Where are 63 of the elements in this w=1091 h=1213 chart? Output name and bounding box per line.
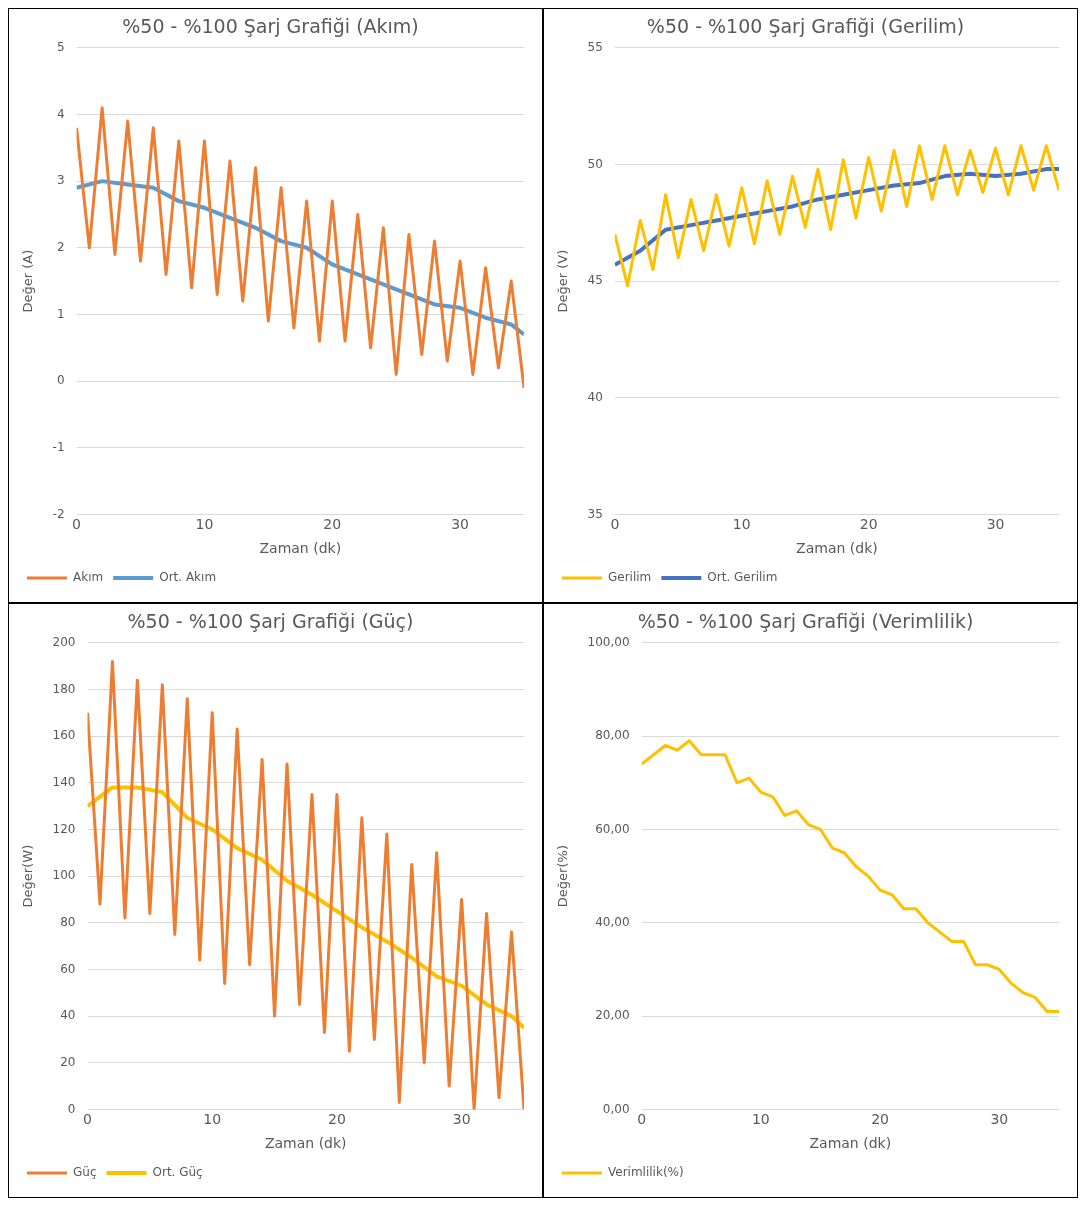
x-tick-label: 30 xyxy=(452,1111,471,1128)
y-tick-label: 1 xyxy=(56,306,65,321)
x-tick-label: 30 xyxy=(451,516,469,533)
x-tick-label: 20 xyxy=(328,1111,346,1128)
y-tick-label: 180 xyxy=(52,681,76,696)
y-tick-label: 50 xyxy=(587,156,603,171)
y-tick-label: 40,00 xyxy=(595,914,630,929)
y-tick-label: 40 xyxy=(587,389,603,404)
y-tick-label: 0,00 xyxy=(602,1101,630,1116)
y-tick-label: 55 xyxy=(587,39,603,54)
x-axis-title: Zaman (dk) xyxy=(796,540,878,557)
y-tick-label: 2 xyxy=(56,239,65,254)
chart-title: %50 - %100 Şarj Grafiği (Akım) xyxy=(122,15,419,38)
y-tick-label: 40 xyxy=(60,1008,76,1023)
x-tick-label: 0 xyxy=(83,1111,92,1128)
y-axis-title: Değer(%) xyxy=(555,845,571,908)
y-tick-label: -1 xyxy=(52,439,65,454)
legend-label: Ort. Gerilim xyxy=(707,570,778,585)
legend-label: Güç xyxy=(73,1165,97,1180)
y-tick-label: 3 xyxy=(56,173,65,188)
legend-label: Verimlilik(%) xyxy=(608,1165,684,1180)
x-tick-label: 10 xyxy=(732,516,751,533)
y-tick-label: 0 xyxy=(67,1101,76,1116)
y-tick-label: 80 xyxy=(60,914,76,929)
y-tick-label: 160 xyxy=(52,728,76,743)
x-tick-label: 10 xyxy=(203,1111,222,1128)
chart-title: %50 - %100 Şarj Grafiği (Güç) xyxy=(127,610,414,633)
y-tick-label: 20 xyxy=(60,1054,76,1069)
y-tick-label: -2 xyxy=(52,506,65,521)
y-tick-label: 100 xyxy=(52,868,76,883)
x-axis-title: Zaman (dk) xyxy=(259,540,342,557)
y-tick-label: 100,00 xyxy=(587,634,630,649)
y-tick-label: 200 xyxy=(52,634,76,649)
legend-label: Gerilim xyxy=(608,570,652,585)
x-tick-label: 10 xyxy=(195,516,214,533)
x-tick-label: 20 xyxy=(859,516,878,533)
x-tick-label: 30 xyxy=(986,516,1005,533)
chart-title: %50 - %100 Şarj Grafiği (Gerilim) xyxy=(646,15,965,38)
x-tick-label: 10 xyxy=(751,1111,770,1128)
y-tick-label: 4 xyxy=(56,106,65,121)
y-tick-label: 35 xyxy=(587,506,603,521)
legend-label: Akım xyxy=(73,570,104,585)
y-tick-label: 0 xyxy=(56,373,65,388)
y-axis-title: Değer(W) xyxy=(20,844,36,908)
x-tick-label: 0 xyxy=(637,1111,647,1128)
y-axis-title: Değer (A) xyxy=(20,249,36,313)
y-tick-label: 20,00 xyxy=(595,1008,630,1023)
y-tick-label: 5 xyxy=(56,39,65,54)
x-tick-label: 20 xyxy=(323,516,342,533)
y-tick-label: 80,00 xyxy=(595,728,630,743)
y-tick-label: 140 xyxy=(52,774,76,789)
y-axis-title: Değer (V) xyxy=(555,249,571,313)
x-tick-label: 30 xyxy=(990,1111,1009,1128)
y-tick-label: 45 xyxy=(587,273,603,288)
y-tick-label: 120 xyxy=(52,821,76,836)
legend-label: Ort. Güç xyxy=(152,1165,203,1180)
y-tick-label: 60,00 xyxy=(595,821,630,836)
x-axis-title: Zaman (dk) xyxy=(264,1135,347,1152)
chart-title: %50 - %100 Şarj Grafiği (Verimlilik) xyxy=(637,610,974,633)
x-tick-label: 20 xyxy=(871,1111,890,1128)
legend-label: Ort. Akım xyxy=(159,570,217,585)
y-tick-label: 60 xyxy=(60,961,76,976)
x-axis-title: Zaman (dk) xyxy=(809,1135,892,1152)
